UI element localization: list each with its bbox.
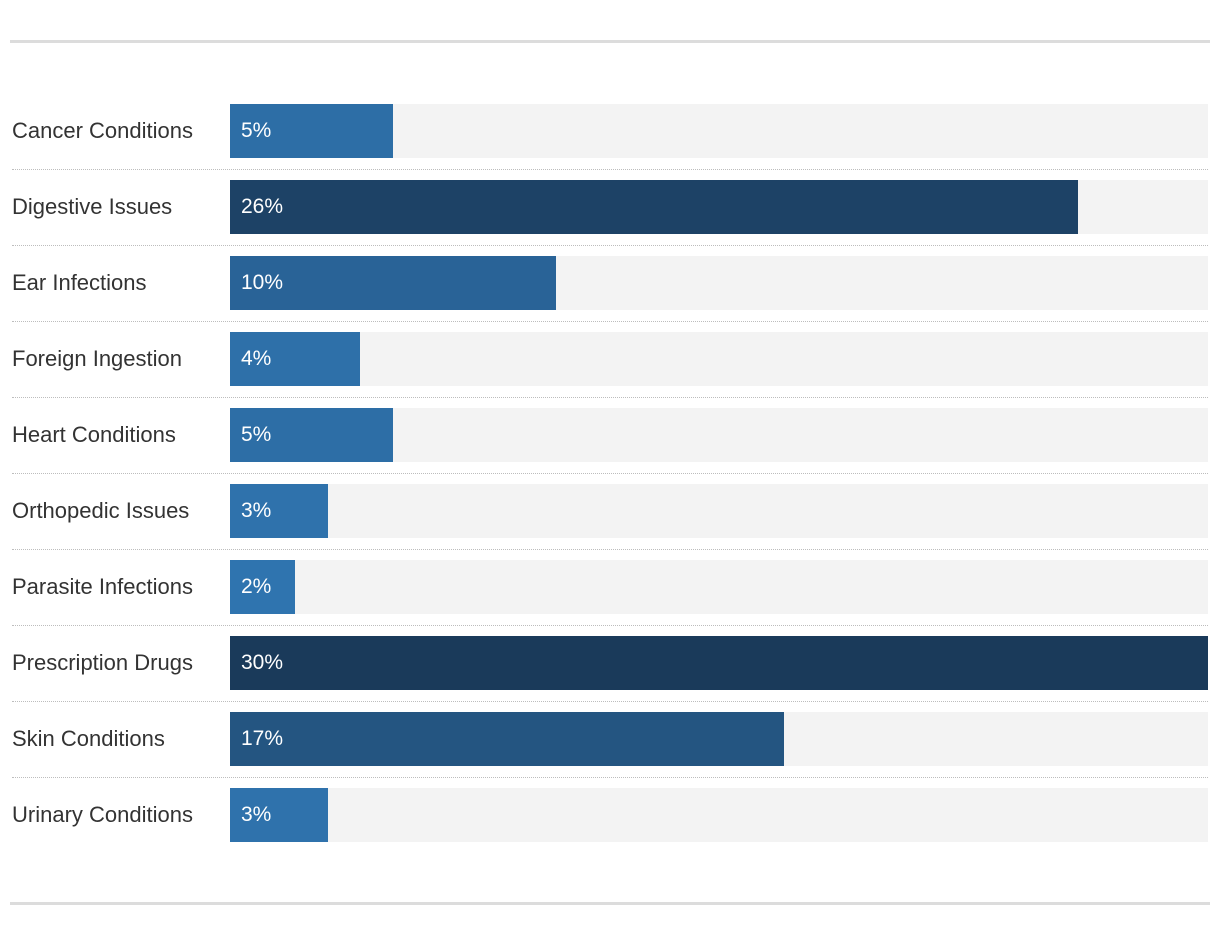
bar-row: Prescription Drugs 30% <box>10 636 1210 690</box>
bar-row: Urinary Conditions 3% <box>10 788 1210 842</box>
category-label: Skin Conditions <box>12 726 165 751</box>
bar-track: 4% <box>230 332 1208 386</box>
bar-row: Cancer Conditions 5% <box>10 104 1210 158</box>
bar: 26% <box>230 180 1078 234</box>
bar: 5% <box>230 408 393 462</box>
row-separator <box>12 169 1208 170</box>
row-separator <box>12 549 1208 550</box>
bar-track: 17% <box>230 712 1208 766</box>
bar-value-label: 26% <box>241 195 284 218</box>
bar-track: 5% <box>230 104 1208 158</box>
bar-track: 30% <box>230 636 1208 690</box>
bar: 3% <box>230 484 328 538</box>
bar-value-label: 10% <box>241 271 284 294</box>
row-separator <box>12 321 1208 322</box>
bar-value-label: 3% <box>241 499 272 522</box>
category-label: Orthopedic Issues <box>12 498 190 523</box>
bar: 10% <box>230 256 556 310</box>
bottom-rule <box>10 902 1210 905</box>
bar-row: Ear Infections 10% <box>10 256 1210 310</box>
row-separator <box>12 625 1208 626</box>
row-separator <box>12 245 1208 246</box>
bar-row: Digestive Issues 26% <box>10 180 1210 234</box>
bar-track: 3% <box>230 484 1208 538</box>
row-separator <box>12 777 1208 778</box>
category-label: Digestive Issues <box>12 194 173 219</box>
bar-track: 10% <box>230 256 1208 310</box>
bar-track: 26% <box>230 180 1208 234</box>
category-label: Cancer Conditions <box>12 118 193 143</box>
category-label: Foreign Ingestion <box>12 346 182 371</box>
bar: 17% <box>230 712 785 766</box>
bar-row: Foreign Ingestion 4% <box>10 332 1210 386</box>
category-label: Urinary Conditions <box>12 802 193 827</box>
row-separator <box>12 473 1208 474</box>
bar: 5% <box>230 104 393 158</box>
bar: 4% <box>230 332 361 386</box>
bar: 2% <box>230 560 296 614</box>
bar-row: Orthopedic Issues 3% <box>10 484 1210 538</box>
bar-value-label: 17% <box>241 727 284 750</box>
bar-value-label: 4% <box>241 347 272 370</box>
category-label: Prescription Drugs <box>12 650 193 675</box>
category-label: Heart Conditions <box>12 422 176 447</box>
bar-value-label: 2% <box>241 575 272 598</box>
bar-value-label: 3% <box>241 803 272 826</box>
bar-row: Skin Conditions 17% <box>10 712 1210 766</box>
bar-row: Parasite Infections 2% <box>10 560 1210 614</box>
top-rule <box>10 40 1210 43</box>
category-label: Ear Infections <box>12 270 147 295</box>
category-label: Parasite Infections <box>12 574 193 599</box>
bar-track: 2% <box>230 560 1208 614</box>
bar-value-label: 5% <box>241 423 272 446</box>
bar-value-label: 5% <box>241 119 272 142</box>
row-separator <box>12 397 1208 398</box>
bar: 30% <box>230 636 1208 690</box>
bar-row: Heart Conditions 5% <box>10 408 1210 462</box>
bar: 3% <box>230 788 328 842</box>
bar-track: 5% <box>230 408 1208 462</box>
bar-track: 3% <box>230 788 1208 842</box>
bar-value-label: 30% <box>241 651 284 674</box>
row-separator <box>12 701 1208 702</box>
